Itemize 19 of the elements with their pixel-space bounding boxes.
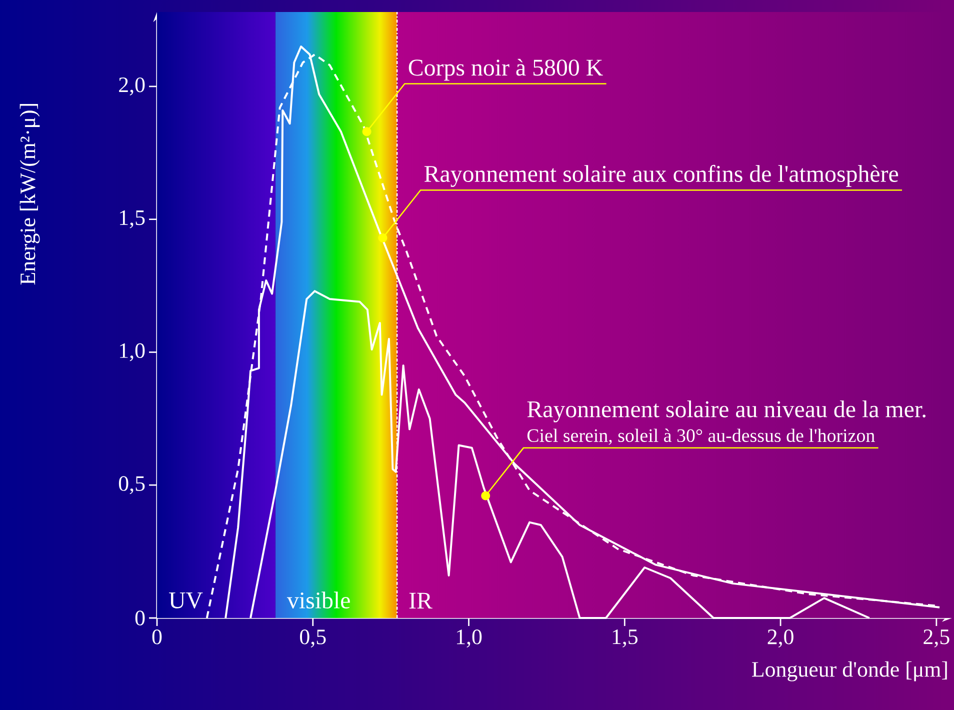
band-label: IR [409, 592, 432, 608]
x-tick-label: 0,5 [300, 629, 326, 648]
y-tick-label: 0,5 [118, 476, 145, 494]
y-tick-label: 1,0 [120, 343, 145, 362]
x-tick-label: 0 [152, 629, 162, 644]
x-axis-title: Longueur d'onde [μm] [752, 661, 947, 682]
x-tick-label: 1,5 [612, 629, 638, 648]
annotation: Ciel serein, soleil à 30° au-dessus de l'horizon [527, 428, 875, 445]
annotation: Rayonnement solaire aux confins de l'atmosphère [424, 164, 898, 187]
y-axis-title: Energie [kW/(m²·μ)] [20, 104, 40, 285]
y-tick-label: 2,0 [119, 77, 145, 96]
x-tick-label: 1,0 [456, 629, 482, 648]
x-tick-label: 2,0 [768, 629, 794, 648]
y-tick-label: 0 [135, 610, 145, 626]
band-label: UV [168, 592, 203, 608]
x-tick-label: 2,5 [924, 629, 950, 648]
annotation: Rayonnement solaire au niveau de la mer. [527, 400, 926, 422]
annotation: Corps noir à 5800 K [408, 58, 603, 81]
y-tick-label: 1,5 [120, 210, 145, 228]
